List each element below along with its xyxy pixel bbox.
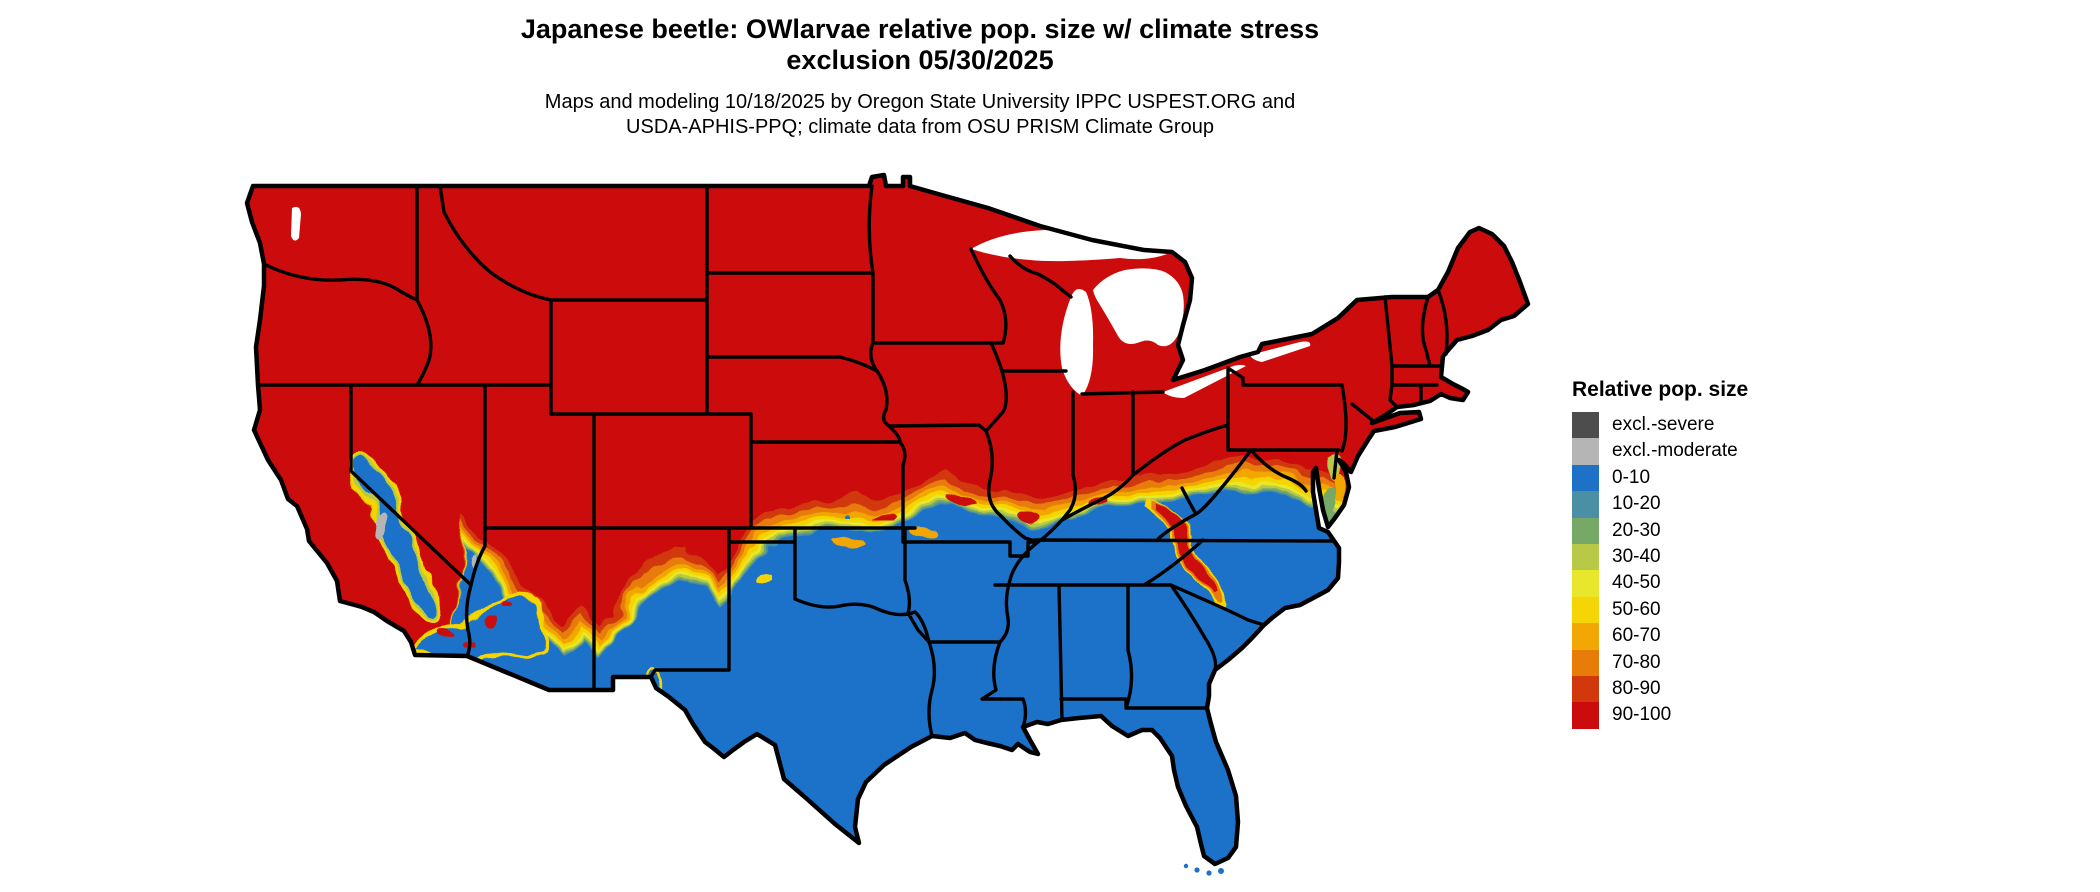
legend-label: 10-20 [1612, 493, 1661, 515]
map-speck-gray-bigbend [737, 752, 747, 760]
legend-label: 40-50 [1612, 572, 1661, 594]
state-borders [256, 184, 1449, 738]
lake-huron [1093, 268, 1184, 347]
legend-label: 0-10 [1612, 466, 1651, 488]
legend-rows: excl.-severe excl.-moderate 0-10 10-20 20-30… [1572, 412, 1832, 729]
legend: Relative pop. size excl.-severe excl.-mod… [1572, 378, 1832, 729]
legend-row: 40-50 [1572, 570, 1832, 597]
map-subtitle-line2: USDA-APHIS-PPQ; climate data from OSU PR… [626, 116, 1214, 138]
legend-swatch-50-60 [1572, 596, 1599, 624]
map-blotch-red-3 [1018, 513, 1042, 523]
map-patch-ca-valley-blue [354, 456, 438, 619]
map-patch-appalachia-red [1152, 504, 1216, 592]
map-blotch-red-2 [945, 493, 975, 505]
legend-row: 30-40 [1572, 543, 1832, 571]
map-speck-blue-ks1 [843, 512, 849, 518]
legend-label: 80-90 [1612, 677, 1661, 699]
legend-row: 90-100 [1572, 702, 1832, 729]
legend-label: excl.-moderate [1612, 440, 1738, 462]
legend-swatch-excl.-moderate [1572, 438, 1599, 465]
map-fill-layers [247, 175, 1528, 864]
florida-keys [1183, 863, 1224, 876]
map-title-line2: exclusion 05/30/2025 [786, 45, 1054, 75]
map-speck-gray-nv [465, 552, 475, 568]
legend-label: 20-30 [1612, 519, 1661, 541]
legend-swatch-10-20 [1572, 491, 1599, 518]
legend-swatch-excl.-severe [1572, 412, 1599, 439]
legend-row: excl.-moderate [1572, 438, 1832, 465]
legend-swatch-70-80 [1572, 649, 1599, 676]
legend-row: 80-90 [1572, 675, 1832, 703]
legend-row: 60-70 [1572, 623, 1832, 650]
lake-erie [1163, 364, 1246, 398]
map-speck-gray-valley [375, 515, 387, 539]
legend-title: Relative pop. size [1572, 378, 1749, 401]
legend-label: 30-40 [1612, 545, 1661, 567]
map-patch-riogrande-blue [646, 670, 664, 737]
legend-swatch-20-30 [1572, 517, 1599, 544]
lake-michigan [1060, 288, 1094, 396]
legend-label: 70-80 [1612, 651, 1661, 673]
map-blotch-red-4 [1089, 498, 1111, 508]
legend-row: 50-60 [1572, 596, 1832, 624]
subtitle-block: Maps and modeling 10/18/2025 by Oregon S… [270, 90, 1570, 140]
legend-swatch-60-70 [1572, 623, 1599, 650]
map-patch-socal-mtn1 [439, 629, 455, 639]
legend-swatch-40-50 [1572, 570, 1599, 597]
map-blotch-orange-2 [913, 527, 937, 537]
lake-ontario [1250, 341, 1311, 362]
map-blotch-orange-1 [834, 538, 866, 548]
legend-row: 0-10 [1572, 464, 1832, 492]
legend-label: excl.-severe [1612, 414, 1715, 435]
map-patch-delmarva-orange [1332, 478, 1344, 502]
map-patch-socal-mtn4 [504, 602, 516, 610]
legend-swatch-80-90 [1572, 675, 1599, 703]
legend-label: 50-60 [1612, 598, 1661, 620]
map-speck-blue-ks2 [863, 509, 869, 515]
legend-row: excl.-severe [1572, 412, 1832, 439]
legend-swatch-90-100 [1572, 702, 1599, 729]
lake-superior [971, 230, 1172, 262]
map-blotch-red-1 [867, 509, 893, 519]
legend-label: 90-100 [1612, 704, 1672, 726]
puget-sound [291, 206, 301, 241]
map-subtitle-line1: Maps and modeling 10/18/2025 by Oregon S… [544, 91, 1296, 113]
map-title-line1: Japanese beetle: OWlarvae relative pop. … [520, 14, 1320, 44]
legend-swatch-0-10 [1572, 464, 1599, 492]
legend-row: 10-20 [1572, 491, 1832, 518]
legend-row: 70-80 [1572, 649, 1832, 676]
title-block: Japanese beetle: OWlarvae relative pop. … [270, 14, 1570, 76]
map-patch-socal-blue [415, 594, 545, 658]
legend-swatch-30-40 [1572, 543, 1599, 571]
legend-label: 60-70 [1612, 625, 1661, 647]
great-lakes [291, 206, 1311, 398]
map-blotch-yellow-1 [751, 575, 769, 585]
legend-row: 20-30 [1572, 517, 1832, 544]
map-patch-socal-mtn3 [484, 617, 500, 627]
